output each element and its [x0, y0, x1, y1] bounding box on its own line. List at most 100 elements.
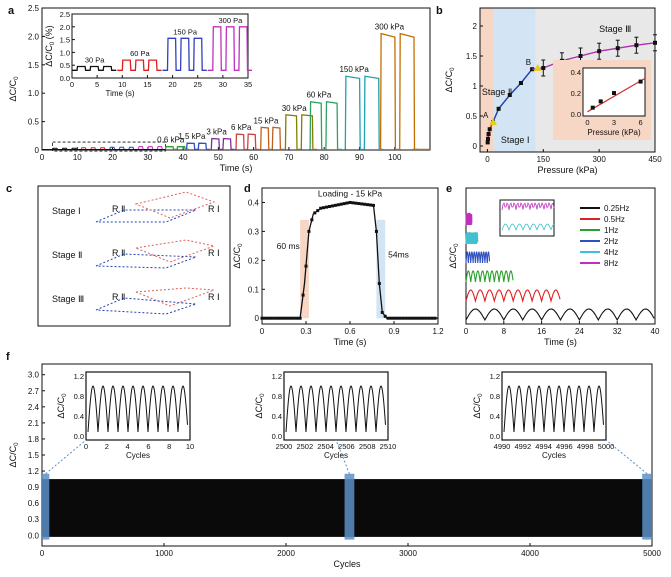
- data-point: [286, 316, 290, 320]
- data-point: [541, 66, 546, 70]
- panel-label-b: b: [436, 5, 443, 17]
- inset-y-tick-label: 0.0: [60, 74, 70, 83]
- x-tick-label: 70: [284, 153, 293, 162]
- y-tick-label: 2.4: [28, 403, 40, 412]
- data-point: [424, 316, 428, 320]
- panel-d: d 0 0.3 0.6 0.9 1.2 0 0.1 0.2 0.3 0.4 Time (s) ΔC/C0…: [232, 183, 444, 347]
- baseline-pulse: [109, 146, 116, 150]
- data-point: [407, 316, 411, 320]
- x-axis-label: Cycles: [333, 559, 361, 569]
- x-tick-label: 450: [648, 155, 662, 164]
- inset-y-tick-label: 1.2: [74, 372, 84, 381]
- legend-label: 2Hz: [604, 237, 618, 246]
- x-tick-label: 60: [249, 153, 258, 162]
- y-tick-label: 1.5: [28, 61, 40, 70]
- y-tick-label: 2.7: [28, 387, 40, 396]
- panel-f: f 0 1000 2000 3000 4000 5000 0.0 0.3 0.6 0.9 1.2 1.5…: [6, 351, 661, 569]
- inset-step-pulse: [207, 26, 252, 71]
- inset-y-tick-label: 0.4: [272, 412, 282, 421]
- x-tick-label: 0: [40, 549, 45, 558]
- step-pulse: [164, 145, 178, 151]
- x-tick-label: 0: [40, 153, 45, 162]
- y-tick-label: 1.5: [466, 52, 478, 61]
- legend-label: 1Hz: [604, 226, 618, 235]
- panel-a: a0 10 20 30 40 50 60 70 80 90 10000.51.01.52.02.5T…: [8, 4, 431, 173]
- inset-x-tick-label: 2500: [276, 442, 293, 451]
- x-tick-label: 150: [537, 155, 551, 164]
- inset-y-tick-label: 0.0: [490, 432, 500, 441]
- x-tick-label: 0: [260, 327, 265, 336]
- inset-x-tick-label: 10: [118, 80, 126, 89]
- step-label: 300 kPa: [375, 23, 405, 32]
- inset-x-tick-label: 0: [585, 118, 589, 127]
- y-tick-label: 0.5: [466, 112, 478, 121]
- data-point: [283, 316, 287, 320]
- y-axis-label: ΔC/C0: [56, 393, 68, 419]
- panel-d-frame: [261, 187, 439, 325]
- frequency-series: [465, 212, 473, 226]
- inset-x-tick-label: 0: [70, 80, 74, 89]
- inset-cycle-curve: [503, 385, 604, 433]
- inset-y-tick-label: 0.0: [272, 432, 282, 441]
- inset-x-tick-label: 0: [84, 442, 88, 451]
- panel-b-frame: [479, 7, 656, 153]
- data-point: [383, 314, 387, 318]
- step-pulse: [309, 100, 326, 151]
- inset-y-tick-label: 0.0: [74, 432, 84, 441]
- x-tick-label: 1.2: [432, 327, 444, 336]
- data-point: [395, 316, 399, 320]
- inset-x-axis-label: Cycles: [542, 451, 566, 460]
- y-tick-label: 2.5: [28, 4, 40, 13]
- data-point: [578, 54, 583, 58]
- stage-fit-line: [532, 42, 656, 70]
- data-point: [634, 43, 639, 48]
- y-axis-label: ΔC/C0: [254, 393, 266, 419]
- r1-label: R Ⅰ: [208, 248, 220, 258]
- inset-step-label: 60 Pa: [130, 49, 150, 58]
- inset-data-point: [612, 91, 616, 96]
- y-tick-label: 0: [35, 146, 40, 155]
- inset-x-tick-label: 4998: [577, 442, 594, 451]
- stage-1-region: [480, 8, 494, 152]
- point-a-marker: [489, 118, 498, 125]
- step-label: 6 kPa: [231, 123, 252, 132]
- inset-8hz-line: [501, 201, 555, 211]
- inset-fit-line: [587, 77, 646, 113]
- x-tick-label: 0: [464, 327, 469, 336]
- data-point: [380, 310, 384, 314]
- step-pulse: [271, 126, 284, 151]
- y-tick-label: 2.1: [28, 419, 40, 428]
- panel-label-f: f: [6, 351, 10, 363]
- response-curve: [262, 201, 438, 319]
- x-tick-label: 1000: [155, 549, 173, 558]
- data-point: [275, 316, 279, 320]
- inset-x-axis-label: Cycles: [324, 451, 348, 460]
- data-point: [298, 316, 302, 320]
- panel-e: e 0 8 16 24 32 40 Time (s) ΔC/C0 0.25Hz 0.5Hz 1Hz 2H…: [446, 183, 660, 347]
- inset-x-tick-label: 5000: [598, 442, 615, 451]
- y-tick-label: 0.2: [248, 256, 260, 265]
- inset-x-tick-label: 3: [612, 118, 616, 127]
- stage-label: Stage Ⅲ: [52, 294, 84, 304]
- inset-y-tick-label: 0.4: [490, 412, 500, 421]
- baseline-pulse: [80, 147, 87, 150]
- step-pulse: [379, 32, 400, 151]
- step-pulse: [176, 145, 189, 151]
- data-point: [487, 127, 492, 132]
- inset-y-tick-label: 1.2: [490, 372, 500, 381]
- panel-b: b 0 150 300 450 0 0.5 1 1.5 2 Pressure (kPa) ΔC/C0 A…: [436, 5, 662, 175]
- data-point: [322, 206, 326, 210]
- y-tick-label: 3.0: [28, 371, 40, 380]
- inset-x-tick-label: 10: [186, 442, 194, 451]
- x-axis-label: Pressure (kPa): [537, 165, 597, 175]
- data-point: [410, 316, 414, 320]
- data-point: [486, 136, 491, 141]
- legend-label: 8Hz: [604, 259, 618, 268]
- fall-region: [376, 219, 386, 319]
- step-label: 1.5 kPa: [178, 132, 206, 141]
- stage-label: Stage Ⅰ: [52, 206, 81, 216]
- inset-x-tick-label: 4996: [556, 442, 573, 451]
- inset-step-label: 30 Pa: [85, 55, 105, 64]
- data-point: [342, 202, 346, 206]
- data-point: [278, 316, 282, 320]
